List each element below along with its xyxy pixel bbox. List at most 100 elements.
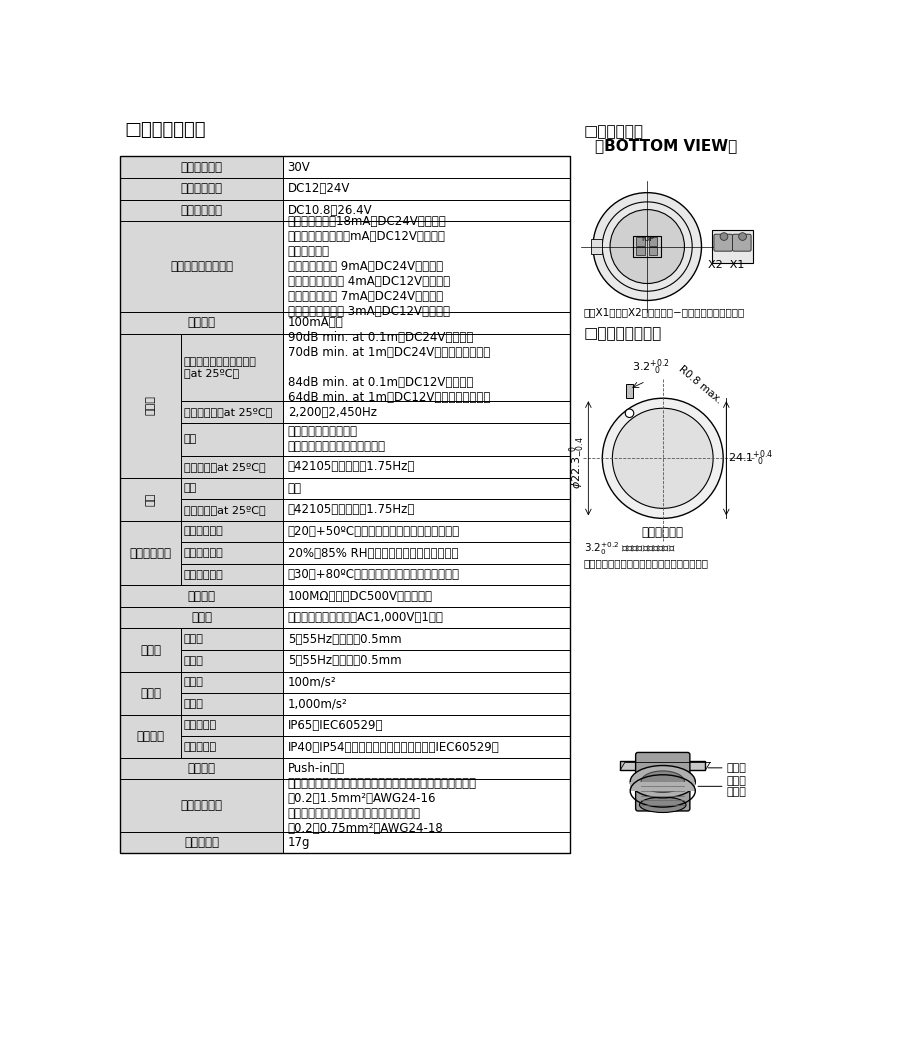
Bar [636,237,645,246]
Bar [181,543,283,564]
Bar [181,737,283,758]
Bar [283,650,570,672]
Text: 定格電流（実効値）: 定格電流（実効値） [170,260,233,273]
Text: 1,000m/s²: 1,000m/s² [288,697,347,710]
Text: TOP: TOP [641,236,654,242]
Bar [283,334,570,402]
Bar [649,247,657,255]
Text: □　定格・性能: □ 定格・性能 [124,121,205,139]
Text: 照光: 照光 [146,493,156,506]
Bar [649,237,657,246]
Bar [283,585,570,607]
Text: 耐電圧: 耐電圧 [191,612,212,624]
Text: 5～55Hz、片振庅0.5mm: 5～55Hz、片振庅0.5mm [288,654,401,668]
Text: 90dB min. at 0.1m（DC24V印加時）
70dB min. at 1m（DC24V印加時、換算値）

84dB min. at 0.1m（DC1: 90dB min. at 0.1m（DC24V印加時） 70dB min. at… [288,331,490,404]
Bar [181,564,283,585]
Text: －30～+80ºC　　（ただし、氷結しないこと）: －30～+80ºC （ただし、氷結しないこと） [288,568,460,581]
Text: 使用周囲温度: 使用周囲温度 [184,527,223,536]
Bar [630,781,696,791]
Text: IP40、IP54（端子防水カバー使用時）（IEC60529）: IP40、IP54（端子防水カバー使用時）（IEC60529） [288,741,500,754]
Bar [181,478,283,499]
Bar [121,334,181,478]
Bar [283,629,570,650]
Text: パネル裏側: パネル裏側 [184,742,217,752]
Text: $3.2^{+0.2}_{0}$ 穴は回り止め用です。
銘板、回り止めを使用しない時は不要です。: $3.2^{+0.2}_{0}$ 穴は回り止め用です。 銘板、回り止めを使用しな… [584,540,708,568]
Bar [121,157,570,853]
Text: 保護構造: 保護構造 [137,729,165,743]
Text: パネル表側: パネル表側 [184,721,217,730]
Text: パネルカット: パネルカット [642,526,684,540]
Bar [181,693,283,714]
Bar [121,478,181,520]
Text: 20%～85% RH（ただし、結露しないこと）: 20%～85% RH（ただし、結露しないこと） [288,547,458,560]
Bar [591,238,602,254]
Text: 誤動作: 誤動作 [184,677,203,687]
Text: 動作: 動作 [184,435,197,444]
Bar [121,222,283,312]
Bar [121,672,181,714]
Text: 点滅: 点滅 [288,482,302,495]
Bar [283,832,570,853]
Text: $\phi22.3^{\ \ 0}_{-0.4}$: $\phi22.3^{\ \ 0}_{-0.4}$ [567,436,587,489]
Bar [283,402,570,423]
Text: 100m/s²: 100m/s² [288,676,337,689]
Bar [181,334,283,402]
Bar [283,607,570,629]
Text: $3.2^{+0.2}_{\ \ 0}$: $3.2^{+0.2}_{\ \ 0}$ [632,357,670,376]
Text: 絀42105回／分（約1.75Hz）: 絀42105回／分（約1.75Hz） [288,460,415,473]
Circle shape [720,233,728,241]
Bar [634,235,661,258]
Bar [283,564,570,585]
Text: 100MΩ以上（DC500Vメガにて）: 100MΩ以上（DC500Vメガにて） [288,589,433,603]
Bar [283,312,570,334]
Text: 音圧（製品単体での値）
（at 25ºC）: 音圧（製品単体での値） （at 25ºC） [184,356,256,378]
Text: 点滅周期（at 25ºC）: 点滅周期（at 25ºC） [184,505,266,515]
Bar [283,672,570,693]
Text: 定格絶縁電圧: 定格絶縁電圧 [181,161,222,174]
Text: 耐　久: 耐 久 [184,699,203,709]
Circle shape [626,409,634,418]
Text: ブザー: ブザー [146,395,156,416]
Bar [121,832,283,853]
Text: 耐振動: 耐振動 [140,643,161,656]
Text: DC12～24V: DC12～24V [288,182,350,195]
Bar [181,672,283,693]
Bar [181,650,283,672]
Text: 誤動作: 誤動作 [184,634,203,644]
Bar [620,761,706,771]
Bar [283,199,570,222]
Text: 断続周期（at 25ºC）: 断続周期（at 25ºC） [184,462,266,472]
Bar [283,714,570,737]
Bar [181,423,283,456]
Text: R0.8 max.: R0.8 max. [677,365,724,406]
FancyBboxPatch shape [733,234,751,251]
Bar [181,402,283,423]
Bar [283,499,570,520]
FancyBboxPatch shape [635,753,690,811]
Text: －20～+50ºC　　（ただし、氷結しないこと）: －20～+50ºC （ただし、氷結しないこと） [288,525,460,538]
Text: 絀42105回／分（約1.75Hz）: 絀42105回／分（約1.75Hz） [288,504,415,516]
Bar [121,779,283,832]
Text: 2,200～2,450Hz: 2,200～2,450Hz [288,406,376,419]
Text: 耐　久: 耐 久 [184,656,203,666]
Text: 音響周波数（at 25ºC）: 音響周波数（at 25ºC） [184,407,272,417]
Text: 17g: 17g [288,836,310,849]
Text: X2  X1: X2 X1 [708,261,744,270]
Ellipse shape [630,765,696,798]
Bar [636,247,645,255]
Text: 照光タイプ　：断続音
非照光タイプ：連続音／断続音: 照光タイプ ：断続音 非照光タイプ：連続音／断続音 [288,425,385,454]
Bar [283,520,570,543]
Text: $24.1^{+0.4}_{\ \ 0}$: $24.1^{+0.4}_{\ \ 0}$ [728,448,773,469]
Circle shape [739,233,746,241]
Bar [181,499,283,520]
Bar [121,157,283,178]
Bar [283,737,570,758]
Bar [283,423,570,456]
Text: 接続可能電線: 接続可能電線 [181,799,222,812]
Bar [121,585,283,607]
Bar [283,222,570,312]
Ellipse shape [640,797,686,813]
Bar [713,230,752,263]
Text: 突入電流: 突入電流 [187,316,216,330]
Text: 定格使用電圧: 定格使用電圧 [181,182,222,195]
